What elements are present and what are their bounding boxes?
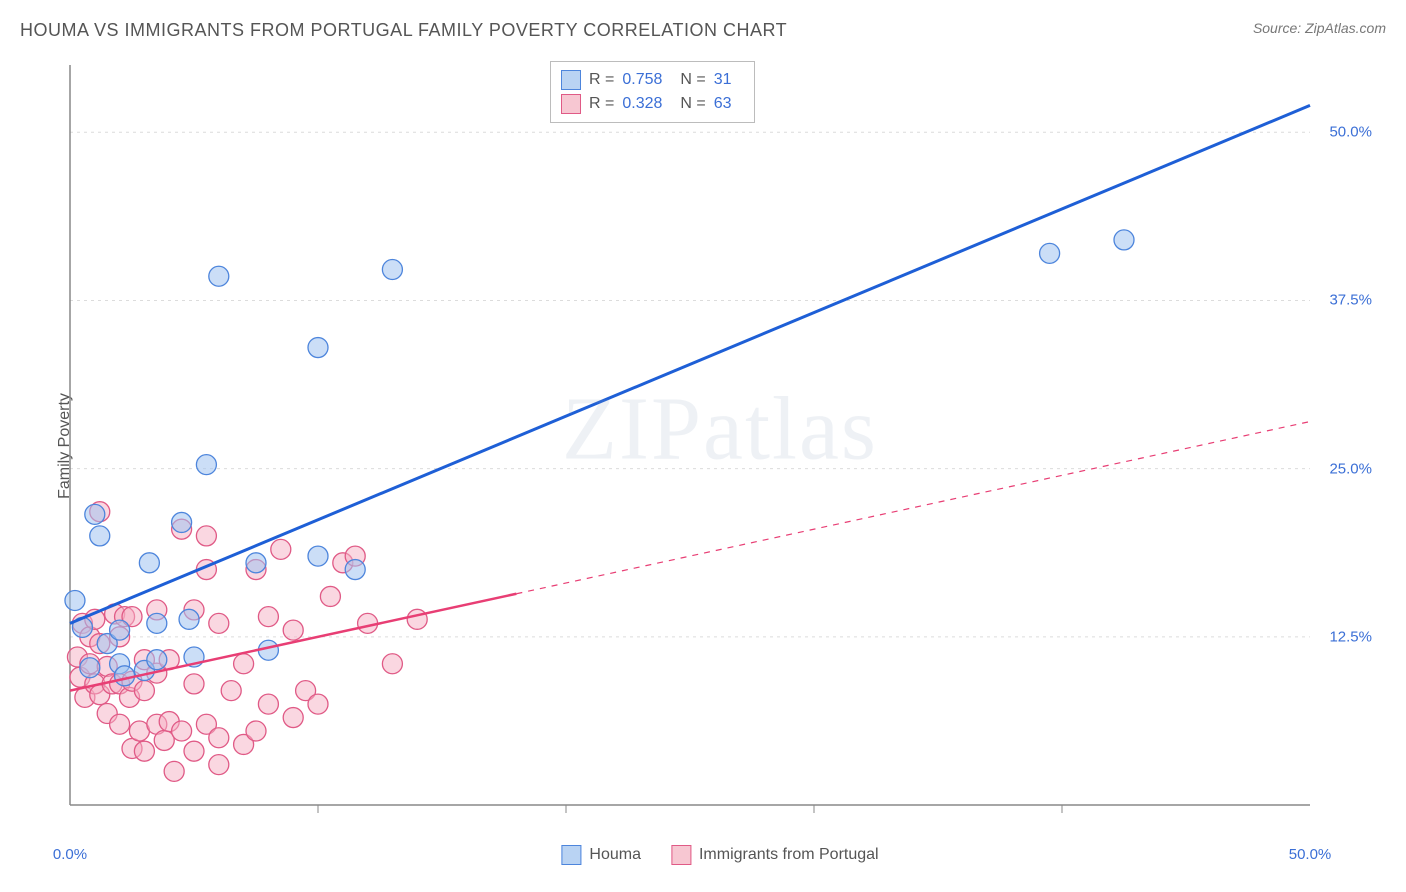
data-point — [134, 681, 154, 701]
chart-title: HOUMA VS IMMIGRANTS FROM PORTUGAL FAMILY… — [20, 20, 787, 41]
data-point — [172, 512, 192, 532]
data-point — [209, 728, 229, 748]
y-tick-label: 25.0% — [1329, 460, 1372, 477]
data-point — [382, 654, 402, 674]
stat-r-value: 0.758 — [622, 71, 672, 89]
data-point — [184, 741, 204, 761]
data-point — [320, 586, 340, 606]
source-label: Source: ZipAtlas.com — [1253, 20, 1386, 36]
data-point — [209, 755, 229, 775]
data-point — [308, 546, 328, 566]
stat-n-label: N = — [680, 95, 705, 113]
data-point — [382, 260, 402, 280]
data-point — [147, 650, 167, 670]
stat-r-value: 0.328 — [622, 95, 672, 113]
data-point — [283, 620, 303, 640]
legend-item: Immigrants from Portugal — [671, 845, 879, 865]
data-point — [234, 654, 254, 674]
stat-n-value: 63 — [714, 95, 744, 113]
legend-swatch — [561, 70, 581, 90]
data-point — [134, 741, 154, 761]
data-point — [184, 674, 204, 694]
data-point — [209, 613, 229, 633]
series-legend: Houma Immigrants from Portugal — [561, 845, 878, 865]
data-point — [407, 609, 427, 629]
chart-area: ZIPatlas R =0.758N =31R =0.328N =63 Houm… — [60, 55, 1380, 835]
stat-r-label: R = — [589, 95, 614, 113]
data-point — [196, 455, 216, 475]
stat-n-label: N = — [680, 71, 705, 89]
data-point — [196, 526, 216, 546]
data-point — [147, 613, 167, 633]
data-point — [110, 714, 130, 734]
data-point — [258, 694, 278, 714]
stats-legend: R = 0.758 N = 31 R = 0.328 N = 63 — [550, 61, 755, 123]
data-point — [271, 539, 291, 559]
x-tick-label: 0.0% — [53, 846, 87, 863]
data-point — [308, 694, 328, 714]
data-point — [85, 504, 105, 524]
data-point — [246, 721, 266, 741]
stats-legend-row: R = 0.328 N = 63 — [561, 92, 744, 116]
data-point — [1040, 243, 1060, 263]
data-point — [90, 526, 110, 546]
data-point — [115, 666, 135, 686]
data-point — [1114, 230, 1134, 250]
data-point — [221, 681, 241, 701]
data-point — [308, 338, 328, 358]
data-point — [179, 609, 199, 629]
stat-r-label: R = — [589, 71, 614, 89]
data-point — [164, 761, 184, 781]
scatter-plot — [60, 55, 1380, 835]
y-tick-label: 37.5% — [1329, 292, 1372, 309]
stats-legend-row: R = 0.758 N = 31 — [561, 68, 744, 92]
legend-swatch — [671, 845, 691, 865]
data-point — [80, 658, 100, 678]
data-point — [110, 620, 130, 640]
data-point — [65, 590, 85, 610]
legend-swatch — [561, 94, 581, 114]
legend-label: Houma — [589, 846, 641, 864]
trend-line-extrapolated — [516, 422, 1310, 594]
data-point — [209, 266, 229, 286]
legend-label: Immigrants from Portugal — [699, 846, 879, 864]
y-tick-label: 12.5% — [1329, 628, 1372, 645]
legend-item: Houma — [561, 845, 641, 865]
data-point — [258, 607, 278, 627]
data-point — [283, 708, 303, 728]
y-tick-label: 50.0% — [1329, 124, 1372, 141]
x-tick-label: 50.0% — [1289, 846, 1332, 863]
trend-line — [70, 105, 1310, 623]
stat-n-value: 31 — [714, 71, 744, 89]
data-point — [246, 553, 266, 573]
data-point — [345, 560, 365, 580]
data-point — [172, 721, 192, 741]
data-point — [139, 553, 159, 573]
legend-swatch — [561, 845, 581, 865]
